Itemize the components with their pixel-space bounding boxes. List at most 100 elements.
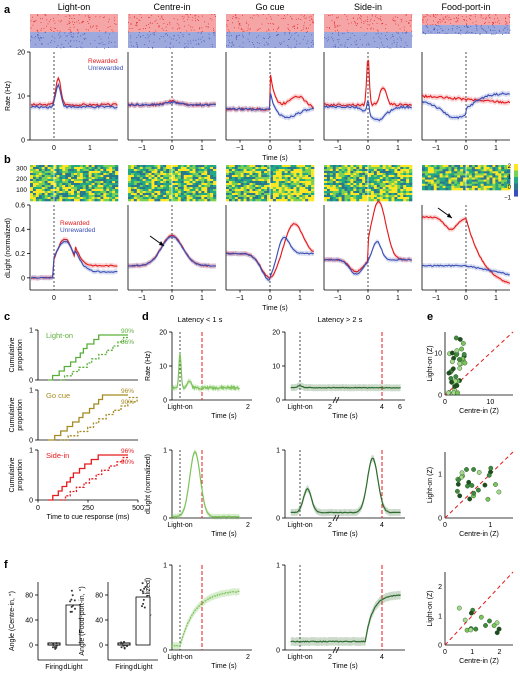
- raster-tick: [430, 24, 432, 26]
- heat-cell: [370, 193, 375, 196]
- heat-cell: [76, 183, 81, 186]
- heat-cell: [394, 187, 398, 190]
- heat-cell: [142, 181, 146, 184]
- heat-cell: [53, 187, 57, 190]
- raster-tick: [262, 14, 264, 16]
- heat-cell: [133, 197, 138, 200]
- raster-tick: [357, 18, 358, 20]
- raster-tick: [249, 32, 250, 34]
- y-tick: 1: [29, 448, 33, 455]
- raster-tick: [355, 44, 357, 46]
- heat-cell: [350, 173, 354, 176]
- raster-tick: [372, 23, 374, 25]
- raster-tick: [338, 38, 340, 40]
- heat-cell: [483, 187, 487, 191]
- heat-cell: [261, 165, 265, 168]
- heat-cell: [454, 183, 458, 187]
- heat-cell: [270, 177, 274, 180]
- heat-cell: [480, 179, 484, 182]
- heat-cell: [293, 177, 297, 180]
- heat-cell: [409, 177, 413, 180]
- heat-cell: [154, 199, 158, 202]
- heat-cell: [91, 183, 95, 186]
- heat-cell: [255, 187, 259, 190]
- heat-cell: [356, 191, 360, 194]
- x-tick: 2: [246, 654, 250, 661]
- y-tick: 40: [95, 618, 103, 625]
- heat-cell: [460, 173, 464, 176]
- heat-cell: [287, 189, 291, 192]
- heat-cell: [373, 197, 378, 200]
- raster-tick: [41, 43, 43, 45]
- heat-cell: [281, 197, 285, 200]
- rewarded-trace: [324, 60, 413, 107]
- heat-cell: [507, 165, 511, 168]
- heat-cell: [501, 175, 505, 178]
- heat-cell: [302, 191, 306, 194]
- heat-cell: [290, 199, 294, 202]
- heat-cell: [495, 187, 499, 191]
- heat-cell: [50, 181, 54, 184]
- heat-cell: [433, 177, 437, 180]
- raster-tick: [257, 47, 259, 49]
- heat-cell: [50, 183, 54, 186]
- raster-tick: [471, 32, 473, 34]
- heat-cell: [468, 187, 473, 191]
- heat-cell: [324, 169, 328, 172]
- raster-tick: [457, 20, 459, 22]
- scatter-point: [473, 626, 479, 632]
- heat-cell: [112, 189, 116, 192]
- heat-cell: [379, 187, 383, 190]
- raster-tick: [250, 28, 251, 30]
- raster-tick: [235, 17, 237, 19]
- heat-cell: [213, 167, 217, 170]
- raster-tick: [44, 14, 46, 15]
- heat-cell: [397, 187, 401, 190]
- heat-cell: [249, 173, 253, 176]
- heat-cell: [76, 187, 81, 190]
- heat-cell: [287, 183, 291, 186]
- raster-tick: [365, 20, 367, 22]
- heat-cell: [210, 179, 214, 182]
- heat-cell: [112, 191, 116, 194]
- heat-cell: [403, 191, 407, 194]
- raster-tick: [152, 46, 154, 48]
- heat-cell: [103, 187, 107, 190]
- raster-tick: [257, 42, 258, 43]
- heat-cell: [252, 173, 256, 176]
- raster-tick: [201, 27, 203, 29]
- heat-cell: [139, 179, 143, 182]
- heat-cell: [106, 169, 110, 172]
- heat-cell: [74, 171, 78, 174]
- raster-tick: [139, 14, 141, 16]
- raster-tick: [155, 19, 157, 21]
- heat-cell: [204, 185, 208, 188]
- raster-tick: [81, 42, 83, 44]
- heat-cell: [311, 199, 315, 202]
- heat-cell: [172, 179, 176, 182]
- raster-tick: [312, 22, 314, 24]
- heat-cell: [445, 177, 449, 180]
- heat-cell: [270, 169, 274, 172]
- raster-tick: [58, 20, 60, 22]
- y-axis-label: Rate (Hz): [5, 81, 12, 111]
- heat-cell: [177, 191, 182, 194]
- heat-cell: [139, 197, 143, 200]
- raster-tick: [133, 46, 135, 47]
- heat-cell: [477, 165, 481, 168]
- sem-band: [128, 234, 216, 269]
- raster-tick: [165, 46, 167, 48]
- heat-cell: [154, 197, 158, 200]
- heat-cell: [347, 193, 351, 196]
- heat-cell: [204, 177, 208, 180]
- raster-tick: [377, 32, 379, 34]
- raster-tick: [488, 26, 489, 28]
- raster-tick: [266, 18, 268, 19]
- heat-cell: [151, 169, 155, 172]
- heat-cell: [85, 191, 89, 194]
- heat-cell: [192, 193, 196, 196]
- raster-tick: [303, 14, 305, 16]
- heat-cell: [71, 185, 75, 188]
- heat-cell: [272, 177, 277, 180]
- raster-tick: [331, 20, 333, 22]
